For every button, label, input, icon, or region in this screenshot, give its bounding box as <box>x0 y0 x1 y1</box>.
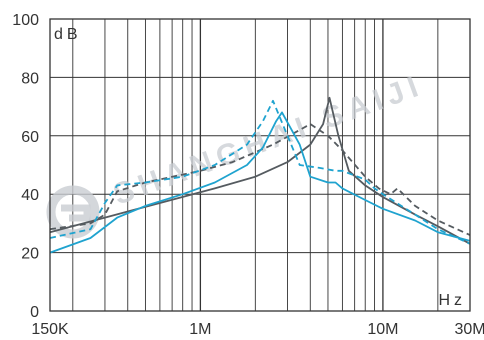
x-tick-label: 30M <box>454 321 484 338</box>
y-tick-label: 20 <box>21 246 39 263</box>
watermark-logo-mark <box>61 204 91 222</box>
watermark-logo-icon <box>46 185 100 239</box>
y-tick-label: 0 <box>30 304 39 321</box>
series-line-blue-solid <box>49 111 471 254</box>
axes: 0 20 40 60 80 100 150K 1M 10M 30M <box>12 12 484 338</box>
plot-frame <box>49 18 471 312</box>
series-line-dark-solid <box>49 96 471 245</box>
x-tick-label: 1M <box>189 321 211 338</box>
watermark-logo-ring <box>46 185 100 239</box>
labels: dB Hz <box>54 26 466 309</box>
watermark-text: SHANGHAI SAIJI <box>109 69 428 212</box>
y-tick-label: 40 <box>21 187 39 204</box>
y-unit-label: dB <box>54 26 82 43</box>
y-tick-label: 60 <box>21 129 39 146</box>
x-tick-label: 10M <box>367 321 398 338</box>
grid <box>50 18 471 312</box>
x-unit-label: Hz <box>438 292 466 309</box>
series-line-blue-dashed <box>49 99 471 245</box>
series <box>49 96 471 254</box>
x-tick-label: 150K <box>31 321 69 338</box>
series-line-dark-dashed <box>49 123 471 236</box>
y-tick-label: 80 <box>21 70 39 87</box>
y-tick-label: 100 <box>12 12 39 29</box>
